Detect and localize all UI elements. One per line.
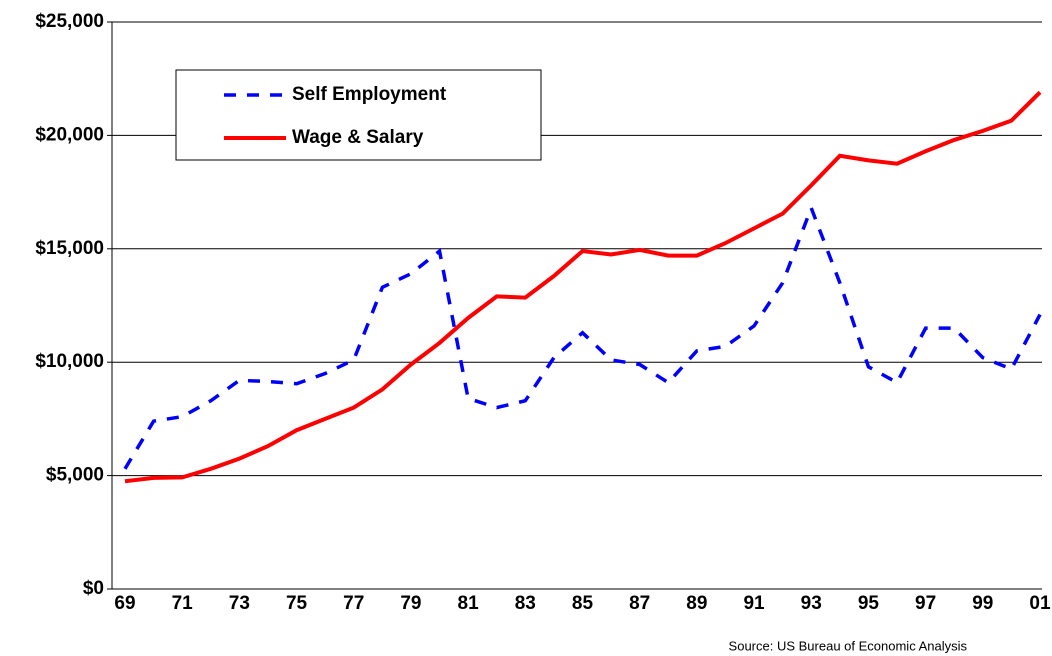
y-tick-label: $10,000 (35, 351, 104, 372)
x-tick-label: 89 (686, 593, 707, 614)
y-tick-label: $20,000 (35, 124, 104, 145)
x-tick-label: 91 (743, 593, 765, 614)
series-line (124, 90, 1042, 484)
x-tick-label: 81 (458, 593, 480, 614)
source-note: Source: US Bureau of Economic Analysis (729, 638, 968, 653)
series-line (123, 203, 1042, 470)
legend-box (175, 69, 542, 161)
y-tick-label: $5,000 (46, 465, 104, 486)
x-tick-label: 79 (400, 593, 421, 614)
y-tick-label: $15,000 (35, 238, 104, 259)
x-tick-label: 01 (1029, 593, 1051, 614)
x-tick-label: 69 (114, 593, 135, 614)
x-tick-label: 75 (286, 593, 308, 614)
x-tick-label: 97 (915, 593, 936, 614)
x-tick-label: 95 (858, 593, 880, 614)
legend-label: Wage & Salary (292, 127, 424, 148)
legend-label: Self Employment (292, 84, 447, 105)
x-tick-label: 73 (229, 593, 250, 614)
x-tick-label: 87 (629, 593, 650, 614)
x-tick-label: 85 (572, 593, 594, 614)
y-tick-label: $25,000 (35, 11, 104, 32)
x-tick-label: 77 (343, 593, 364, 614)
y-tick-label: $0 (83, 578, 104, 599)
x-tick-label: 83 (515, 593, 536, 614)
x-tick-label: 99 (972, 593, 993, 614)
x-tick-label: 93 (801, 593, 822, 614)
x-tick-label: 71 (172, 593, 194, 614)
